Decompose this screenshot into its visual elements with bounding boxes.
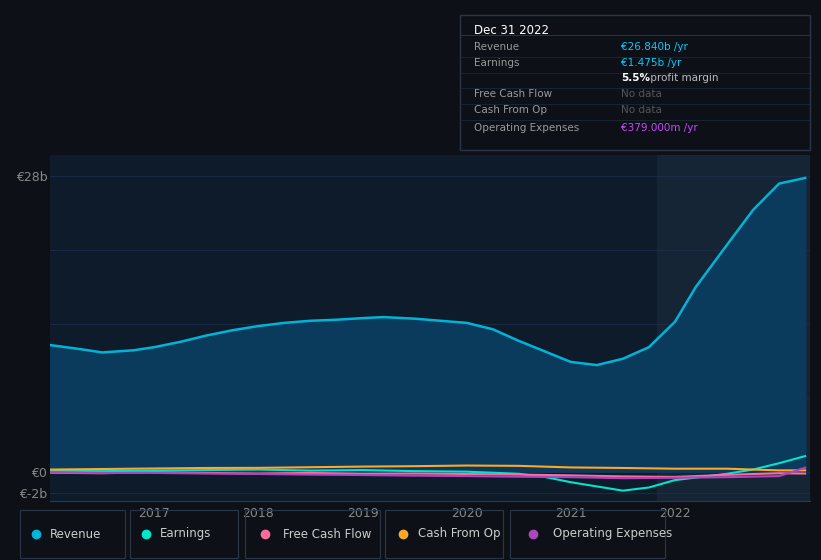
Text: Cash From Op: Cash From Op xyxy=(474,105,547,115)
Text: Cash From Op: Cash From Op xyxy=(418,528,501,540)
Text: profit margin: profit margin xyxy=(647,73,718,83)
Text: Operating Expenses: Operating Expenses xyxy=(553,528,672,540)
Text: Operating Expenses: Operating Expenses xyxy=(474,123,580,133)
Text: Free Cash Flow: Free Cash Flow xyxy=(282,528,371,540)
Text: Earnings: Earnings xyxy=(474,58,520,68)
Text: No data: No data xyxy=(621,89,662,99)
Text: Revenue: Revenue xyxy=(49,528,101,540)
Text: €26.840b /yr: €26.840b /yr xyxy=(621,42,688,52)
Text: Earnings: Earnings xyxy=(160,528,212,540)
Text: Free Cash Flow: Free Cash Flow xyxy=(474,89,553,99)
Text: Revenue: Revenue xyxy=(474,42,519,52)
Text: 5.5%: 5.5% xyxy=(621,73,650,83)
Text: €1.475b /yr: €1.475b /yr xyxy=(621,58,681,68)
Text: No data: No data xyxy=(621,105,662,115)
Bar xyxy=(658,155,810,501)
Text: Dec 31 2022: Dec 31 2022 xyxy=(474,25,549,38)
Text: €379.000m /yr: €379.000m /yr xyxy=(621,123,698,133)
